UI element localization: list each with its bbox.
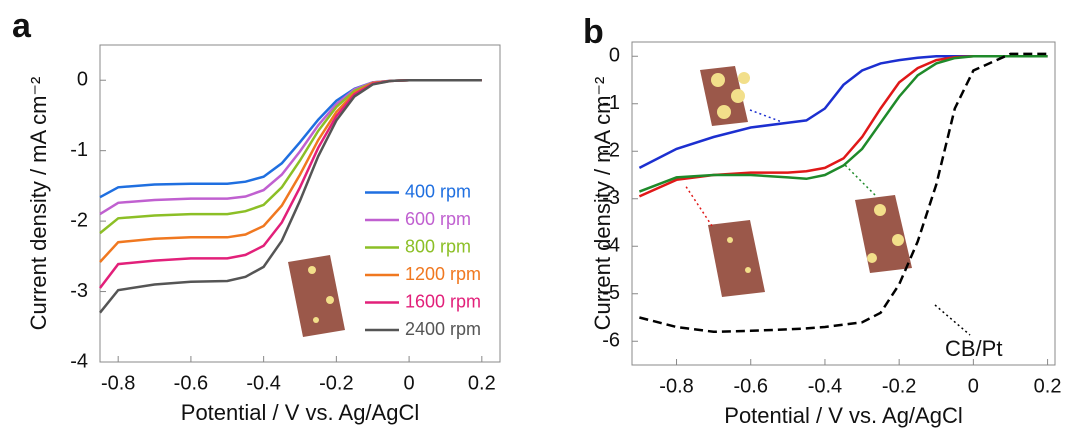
x-tick-label: -0.8: [659, 375, 693, 397]
inset-particle: [727, 237, 733, 243]
data-line: [99, 78, 482, 263]
x-tick-label: -0.6: [174, 372, 208, 394]
legend-label: 2400 rpm: [405, 319, 481, 339]
leader-line: [684, 184, 713, 227]
y-tick-label: -2: [70, 209, 88, 231]
inset-particle: [308, 266, 316, 274]
data-line: [639, 52, 1048, 334]
y-tick-label: -3: [602, 187, 620, 209]
inset-particle: [313, 317, 319, 323]
x-tick-label: 0: [968, 375, 979, 397]
data-line: [638, 55, 1048, 170]
y-tick-label: 0: [77, 69, 88, 91]
inset-structure: [855, 195, 912, 273]
inset-particle: [874, 204, 886, 216]
x-axis-label: Potential / V vs. Ag/AgCl: [181, 400, 419, 425]
inset-particle: [745, 267, 751, 273]
inset-particle: [738, 72, 750, 84]
y-tick-label: -4: [602, 235, 620, 257]
inset-particle: [717, 105, 731, 119]
leader-line: [934, 304, 971, 336]
y-tick-label: -5: [602, 282, 620, 304]
x-tick-label: 0.2: [468, 372, 496, 394]
inset-structure: [288, 255, 345, 337]
y-axis-label: Current density / mA cm⁻²: [26, 77, 51, 331]
y-tick-label: -4: [70, 350, 88, 372]
inset-particle: [731, 89, 745, 103]
y-tick-label: -1: [602, 92, 620, 114]
plot-frame: [631, 41, 1056, 366]
y-tick-label: -1: [70, 139, 88, 161]
x-tick-label: -0.6: [734, 375, 768, 397]
x-tick-label: -0.4: [808, 375, 842, 397]
inset-structures: [288, 66, 912, 337]
x-tick-label: -0.2: [319, 372, 353, 394]
x-tick-label: -0.8: [101, 372, 135, 394]
inset-particle: [326, 296, 334, 304]
x-tick-label: 0.2: [1034, 375, 1062, 397]
panel-label: b: [583, 13, 604, 51]
legend-label: 1200 rpm: [405, 264, 481, 284]
panel-label: a: [12, 7, 32, 45]
annotation: CB/Pt: [945, 336, 1002, 361]
leader-line: [844, 164, 876, 196]
leader-line: [749, 109, 783, 123]
y-tick-label: 0: [609, 45, 620, 67]
inset-particle: [867, 253, 877, 263]
y-tick-label: -6: [602, 330, 620, 352]
x-axis-label: Potential / V vs. Ag/AgCl: [724, 403, 962, 428]
x-tick-label: -0.2: [882, 375, 916, 397]
legend-label: 1600 rpm: [405, 291, 481, 311]
legend-label: 400 rpm: [405, 181, 471, 201]
inset-particle: [892, 234, 904, 246]
data-line: [99, 78, 482, 314]
inset-particle: [711, 73, 725, 87]
data-line: [99, 78, 482, 199]
x-tick-label: -0.4: [246, 372, 280, 394]
inset-structure: [708, 220, 765, 297]
x-tick-label: 0: [404, 372, 415, 394]
leaders: [684, 109, 971, 336]
legend-label: 800 rpm: [405, 236, 471, 256]
legend-label: 600 rpm: [405, 209, 471, 229]
data-line: [638, 55, 1048, 193]
y-axis-label: Current density / mA cm⁻²: [590, 77, 615, 331]
plot-frame: [99, 44, 501, 363]
y-tick-label: -2: [602, 140, 620, 162]
y-tick-label: -3: [70, 280, 88, 302]
